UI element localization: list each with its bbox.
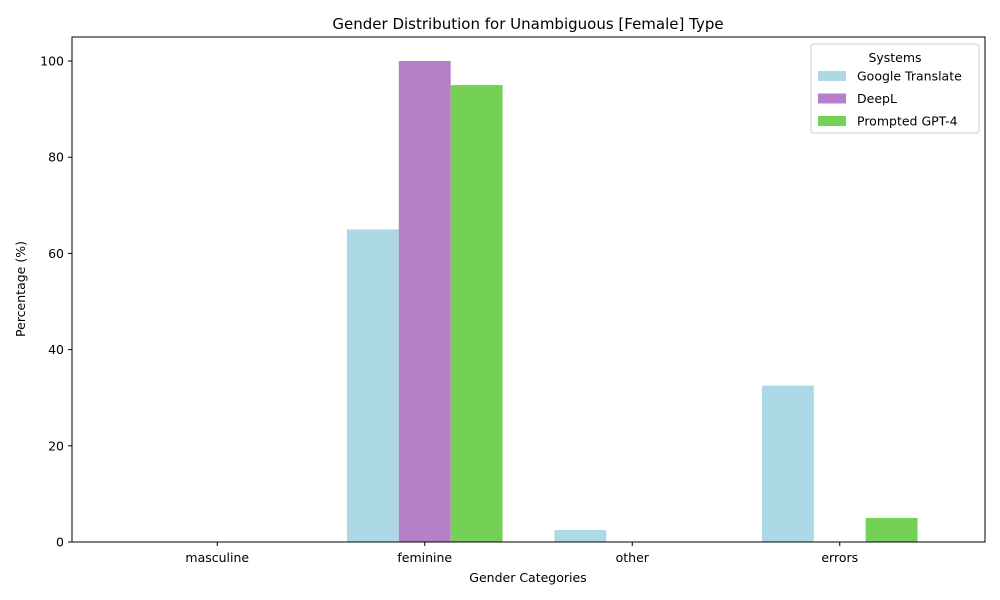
legend-swatch <box>818 93 846 104</box>
y-tick-label: 80 <box>48 150 64 165</box>
y-tick-label: 40 <box>48 342 64 357</box>
bar-google-translate-feminine <box>346 229 399 542</box>
legend-label: Google Translate <box>857 69 962 84</box>
x-tick-label-other: other <box>616 550 650 565</box>
bar-prompted-gpt-4-feminine <box>450 85 503 542</box>
y-tick-label: 20 <box>48 438 64 453</box>
plot-frame <box>71 36 986 543</box>
y-tick-label: 100 <box>40 54 64 69</box>
chart-title: Gender Distribution for Unambiguous [Fem… <box>332 15 723 33</box>
x-axis-ticks: masculine feminine other errors <box>185 542 858 565</box>
y-axis-ticks: 0 20 40 60 80 100 <box>40 54 72 550</box>
legend-label: DeepL <box>857 91 897 106</box>
legend-swatch <box>818 116 846 126</box>
legend-title: Systems <box>868 50 921 65</box>
bar-google-translate-errors <box>761 385 814 542</box>
bar-prompted-gpt-4-errors <box>865 517 918 542</box>
legend-swatch <box>818 71 846 81</box>
y-tick-label: 0 <box>56 535 64 550</box>
x-tick-label-errors: errors <box>821 550 858 565</box>
legend-frame <box>810 43 980 134</box>
legend-entries: Google Translate DeepL Prompted GPT-4 <box>818 69 962 129</box>
x-tick-label-masculine: masculine <box>185 550 249 565</box>
bar-google-translate-other <box>554 529 607 542</box>
legend: Systems Google Translate DeepL Prompted GP… <box>810 43 980 134</box>
legend-label: Prompted GPT-4 <box>857 114 958 129</box>
x-axis-label: Gender Categories <box>469 570 586 585</box>
x-tick-label-feminine: feminine <box>397 550 452 565</box>
bars-layer <box>346 61 918 543</box>
bar-deepl-feminine <box>398 61 451 543</box>
y-axis-label: Percentage (%) <box>13 241 28 337</box>
y-tick-label: 60 <box>48 246 64 261</box>
